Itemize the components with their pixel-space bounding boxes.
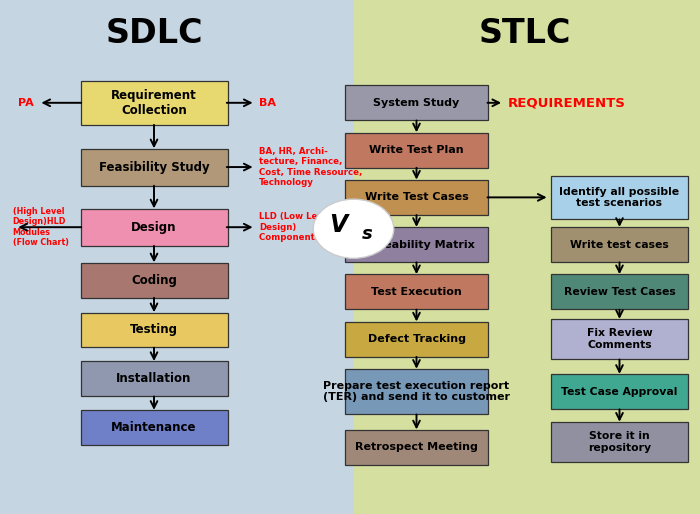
FancyBboxPatch shape [80, 81, 228, 124]
FancyBboxPatch shape [552, 227, 687, 262]
Text: BA, HR, Archi-
tecture, Finance,
Cost, Time Resource,
Technology: BA, HR, Archi- tecture, Finance, Cost, T… [259, 147, 363, 187]
FancyBboxPatch shape [552, 319, 687, 359]
FancyBboxPatch shape [80, 313, 228, 347]
Text: Write Test Plan: Write Test Plan [369, 145, 464, 155]
Text: LLD (Low Level
Design)
Components (UI): LLD (Low Level Design) Components (UI) [259, 212, 341, 242]
Text: V: V [330, 213, 348, 236]
Text: Testing: Testing [130, 323, 178, 337]
Text: Traceability Matrix: Traceability Matrix [358, 240, 475, 250]
Text: Fix Review
Comments: Fix Review Comments [587, 328, 652, 350]
Text: REQUIREMENTS: REQUIREMENTS [508, 96, 625, 109]
FancyBboxPatch shape [344, 133, 489, 168]
FancyBboxPatch shape [552, 176, 687, 219]
FancyBboxPatch shape [552, 422, 687, 462]
Text: Write test cases: Write test cases [570, 240, 669, 250]
FancyBboxPatch shape [344, 180, 489, 215]
Text: Requirement
Collection: Requirement Collection [111, 89, 197, 117]
FancyBboxPatch shape [80, 410, 228, 445]
Text: Test Case Approval: Test Case Approval [561, 387, 678, 397]
FancyBboxPatch shape [344, 274, 489, 309]
FancyBboxPatch shape [80, 149, 228, 186]
FancyBboxPatch shape [354, 0, 700, 514]
Ellipse shape [314, 199, 393, 258]
FancyBboxPatch shape [344, 322, 489, 357]
Text: SDLC: SDLC [105, 17, 203, 50]
Text: Retrospect Meeting: Retrospect Meeting [355, 442, 478, 452]
Text: Feasibility Study: Feasibility Study [99, 160, 209, 174]
Text: Review Test Cases: Review Test Cases [564, 287, 676, 297]
FancyBboxPatch shape [552, 274, 687, 309]
FancyBboxPatch shape [80, 361, 228, 396]
Text: Defect Tracking: Defect Tracking [368, 334, 466, 344]
Text: BA: BA [259, 98, 276, 108]
Text: Write Test Cases: Write Test Cases [365, 192, 468, 203]
Text: (High Level
Design)HLD
Modules
(Flow Chart): (High Level Design)HLD Modules (Flow Cha… [13, 207, 69, 247]
Text: Test Execution: Test Execution [371, 287, 462, 297]
Text: PA: PA [18, 98, 34, 108]
Text: s: s [362, 225, 372, 243]
Text: Identify all possible
test scenarios: Identify all possible test scenarios [559, 187, 680, 208]
Text: Coding: Coding [131, 273, 177, 287]
Text: Maintenance: Maintenance [111, 421, 197, 434]
FancyBboxPatch shape [344, 430, 489, 465]
Text: Installation: Installation [116, 372, 192, 386]
Text: System Study: System Study [373, 98, 460, 108]
FancyBboxPatch shape [344, 227, 489, 262]
Text: Design: Design [132, 221, 176, 234]
FancyBboxPatch shape [80, 209, 228, 246]
Text: STLC: STLC [479, 17, 571, 50]
Text: Store it in
repository: Store it in repository [588, 431, 651, 453]
FancyBboxPatch shape [344, 85, 489, 120]
FancyBboxPatch shape [80, 263, 228, 298]
Text: Prepare test execution report
(TER) and send it to customer: Prepare test execution report (TER) and … [323, 381, 510, 402]
FancyBboxPatch shape [0, 0, 354, 514]
FancyBboxPatch shape [344, 369, 489, 414]
FancyBboxPatch shape [552, 374, 687, 409]
